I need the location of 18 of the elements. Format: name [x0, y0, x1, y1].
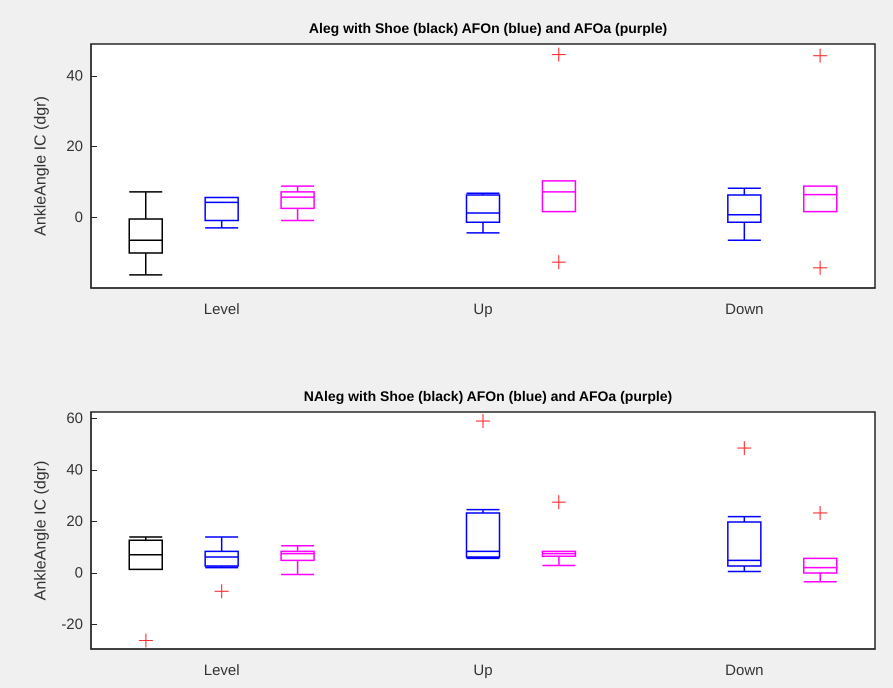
y-tick-label: 40 [66, 461, 83, 478]
y-tick-label: 20 [66, 512, 83, 530]
x-tick-label: Level [204, 301, 240, 318]
y-tick-label: 60 [66, 410, 83, 427]
y-tick-label: 0 [74, 564, 83, 582]
y-axis-title: AnkleAngle IC (dgr) [32, 96, 50, 236]
y-tick-label: 0 [74, 208, 83, 226]
x-tick-label: Up [473, 301, 493, 318]
chart-title: NAleg with Shoe (black) AFOn (blue) and AFOa (purple) [304, 388, 672, 404]
y-tick-label: 40 [66, 67, 83, 84]
y-axis-title: AnkleAngle IC (dgr) [32, 460, 50, 600]
x-tick-label: Up [473, 662, 493, 679]
x-tick-label: Down [725, 662, 764, 679]
x-tick-label: Level [204, 662, 240, 679]
chart-title: Aleg with Shoe (black) AFOn (blue) and AFOa (purple) [308, 20, 668, 36]
y-tick-label: 20 [66, 138, 83, 156]
y-tick-label: -20 [61, 616, 83, 634]
x-tick-label: Down [725, 301, 764, 318]
